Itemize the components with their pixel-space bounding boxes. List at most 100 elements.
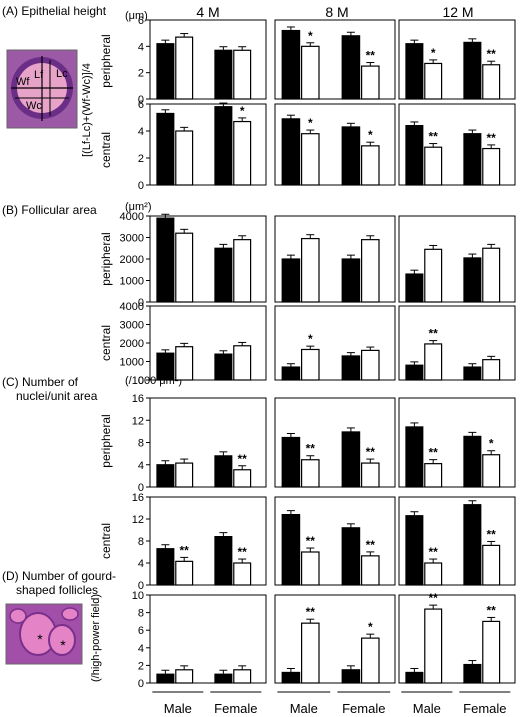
significance-marker: ** — [429, 130, 439, 144]
bar — [341, 431, 361, 488]
x-group-label: Female — [463, 701, 506, 716]
thumb-d-follicle-4 — [61, 607, 79, 621]
bar — [214, 106, 233, 186]
significance-marker: * — [431, 46, 436, 60]
region-label-a-central: central — [99, 132, 113, 168]
y-tick-label: 4000 — [120, 211, 144, 223]
bar — [175, 462, 194, 488]
bar — [214, 49, 233, 100]
y-tick-label: 4 — [138, 460, 144, 472]
significance-marker: ** — [238, 545, 248, 559]
bar — [341, 527, 361, 586]
panel-frame — [149, 496, 267, 586]
panel-frame — [149, 103, 267, 186]
significance-marker: * — [308, 29, 313, 43]
y-tick-label: 0 — [138, 180, 144, 192]
x-axis-groups: Male Female Male Female Male Female — [152, 691, 511, 716]
bar — [463, 133, 482, 186]
bar — [405, 515, 424, 586]
panel-frame — [398, 496, 516, 586]
bar — [175, 346, 194, 381]
ylabel-a: [(Lf-Lc)+(Wf-Wc)]/4 — [81, 63, 93, 157]
region-label-c-peripheral: peripheral — [99, 414, 113, 467]
unit-a: (μm) — [125, 10, 148, 22]
bar — [341, 355, 361, 381]
bar — [156, 548, 175, 586]
epithelial-height-thumbnail: Lf Lc Wf Wc — [6, 49, 78, 129]
bar — [405, 273, 424, 303]
bar — [175, 669, 194, 684]
significance-marker: * — [368, 128, 373, 142]
y-tick-label: 4 — [138, 558, 144, 570]
bar — [405, 364, 424, 381]
y-tick-label: 0 — [138, 580, 144, 592]
bar — [361, 239, 380, 303]
bar — [281, 436, 301, 488]
bar — [463, 663, 482, 684]
thumb-d-star-1: * — [37, 631, 43, 647]
region-label-a-peripheral: peripheral — [99, 34, 113, 87]
panel-frame — [274, 496, 396, 586]
y-tick-label: 2000 — [120, 254, 144, 266]
bar — [281, 513, 301, 586]
x-group-label: Male — [413, 701, 441, 716]
bar — [361, 637, 380, 684]
bar — [233, 345, 252, 381]
bar — [233, 562, 252, 586]
significance-marker: ** — [429, 591, 439, 605]
bar — [156, 673, 175, 684]
bar — [214, 247, 233, 303]
bar — [482, 620, 501, 684]
significance-marker: ** — [429, 545, 439, 559]
section-d-label-line1: (D) Number of gourd- — [2, 569, 116, 583]
y-tick-label: 6 — [138, 15, 144, 27]
significance-marker: ** — [429, 327, 439, 341]
x-group-label: Male — [290, 701, 318, 716]
bar — [424, 146, 443, 186]
bar — [424, 608, 443, 684]
section-a-label: (A) Epithelial height — [2, 4, 107, 18]
significance-marker: * — [308, 332, 313, 346]
bar — [405, 426, 424, 488]
section-c-label-line2: nuclei/unit area — [16, 389, 98, 403]
bar — [424, 463, 443, 488]
gourd-follicle-thumbnail: * * — [5, 603, 83, 665]
significance-marker: ** — [487, 47, 497, 61]
ylabel-d: (/high-power field) — [90, 594, 102, 682]
unit-b: (μm²) — [125, 201, 152, 213]
y-tick-label: 16 — [132, 492, 144, 504]
significance-marker: ** — [366, 445, 376, 459]
x-group-label: Female — [342, 701, 385, 716]
region-label-b-central: central — [99, 325, 113, 361]
bar — [281, 118, 301, 186]
significance-marker: ** — [429, 446, 439, 460]
bar — [482, 454, 501, 488]
y-tick-label: 0 — [138, 678, 144, 690]
bar — [482, 359, 501, 381]
bar — [301, 237, 320, 303]
bar — [156, 43, 175, 100]
bar — [233, 120, 252, 186]
y-tick-label: 1000 — [120, 357, 144, 369]
bar — [424, 343, 443, 381]
region-labels: peripheral central peripheral central pe… — [99, 34, 113, 559]
y-tick-label: 8 — [138, 608, 144, 620]
y-tick-label: 12 — [132, 415, 144, 427]
bar — [175, 232, 194, 303]
y-tick-label: 3000 — [120, 320, 144, 332]
bar — [281, 366, 301, 381]
bar — [463, 41, 482, 100]
panel-frame — [398, 103, 516, 186]
panel-b-peripheral: 0 1000 2000 3000 4000 — [120, 211, 516, 309]
y-tick-label: 2 — [138, 68, 144, 80]
significance-marker: ** — [306, 605, 316, 619]
bar — [463, 504, 482, 586]
bar — [301, 551, 320, 586]
significance-marker: ** — [366, 49, 376, 63]
bar — [341, 126, 361, 186]
significance-marker: ** — [487, 131, 497, 145]
panel-frame — [149, 305, 267, 381]
column-header-12m: 12 M — [442, 4, 473, 20]
thumb-a-label-lf: Lf — [34, 69, 44, 81]
